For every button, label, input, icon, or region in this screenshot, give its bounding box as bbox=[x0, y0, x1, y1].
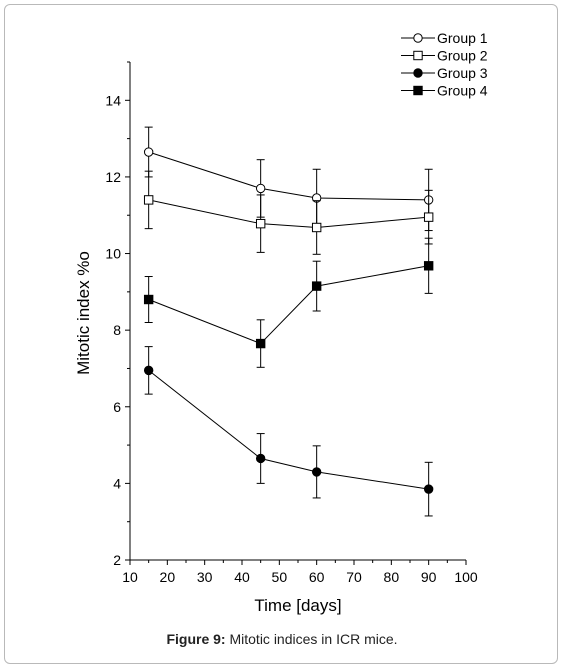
legend-marker bbox=[413, 50, 423, 61]
y-tick-label: 6 bbox=[113, 399, 121, 415]
x-tick-label: 40 bbox=[234, 569, 250, 585]
legend-label: Group 4 bbox=[437, 83, 488, 99]
y-tick-label: 4 bbox=[113, 475, 121, 491]
x-tick-label: 90 bbox=[421, 569, 437, 585]
series-line-4 bbox=[148, 265, 429, 345]
figure-caption: Figure 9: Mitotic indices in ICR mice. bbox=[0, 631, 564, 647]
caption-text: Mitotic indices in ICR mice. bbox=[225, 631, 398, 647]
data-point-series-2 bbox=[311, 222, 322, 233]
x-axis-label: Time [days] bbox=[254, 596, 341, 615]
y-tick-label: 10 bbox=[105, 246, 121, 262]
y-tick-label: 8 bbox=[113, 322, 121, 338]
x-tick-label: 100 bbox=[454, 569, 478, 585]
x-tick-label: 70 bbox=[346, 569, 362, 585]
x-tick-label: 10 bbox=[122, 569, 138, 585]
data-point-series-4 bbox=[311, 281, 322, 291]
x-tick-label: 50 bbox=[272, 569, 288, 585]
x-tick-label: 80 bbox=[384, 569, 400, 585]
legend-label: Group 2 bbox=[437, 48, 488, 64]
legend-marker bbox=[413, 68, 423, 78]
data-point-series-3 bbox=[255, 453, 266, 464]
data-point-series-4 bbox=[255, 338, 266, 349]
x-tick-label: 20 bbox=[160, 569, 176, 585]
x-tick-label: 30 bbox=[197, 569, 213, 585]
legend-label: Group 1 bbox=[437, 30, 488, 46]
figure-frame bbox=[4, 4, 558, 664]
data-point-series-3 bbox=[423, 484, 434, 494]
data-point-series-2 bbox=[255, 218, 266, 229]
series-line-1 bbox=[148, 151, 429, 201]
data-point-series-2 bbox=[423, 212, 434, 222]
series-line-2 bbox=[148, 199, 429, 228]
y-axis-label: Mitotic index %o bbox=[74, 251, 93, 375]
data-point-series-4 bbox=[143, 294, 154, 305]
series-line-3 bbox=[148, 369, 429, 490]
mitotic-index-chart: 10 20 30 40 50 60 70 80 90 100 2 4 6 8 10 12 14 Time [day… bbox=[74, 30, 488, 615]
data-point-series-3 bbox=[143, 365, 154, 376]
data-point-series-4 bbox=[423, 261, 434, 271]
x-tick-label: 60 bbox=[309, 569, 325, 585]
y-tick-label: 2 bbox=[113, 552, 121, 568]
caption-label: Figure 9: bbox=[166, 631, 226, 647]
y-tick-label: 14 bbox=[105, 92, 121, 108]
y-tick-label: 12 bbox=[105, 169, 121, 185]
data-point-series-1 bbox=[255, 183, 266, 194]
data-point-series-2 bbox=[143, 195, 154, 205]
legend-marker bbox=[413, 33, 423, 43]
legend-label: Group 3 bbox=[437, 65, 488, 81]
data-point-series-3 bbox=[311, 467, 322, 477]
legend-marker bbox=[413, 85, 423, 96]
data-point-series-1 bbox=[143, 147, 154, 157]
